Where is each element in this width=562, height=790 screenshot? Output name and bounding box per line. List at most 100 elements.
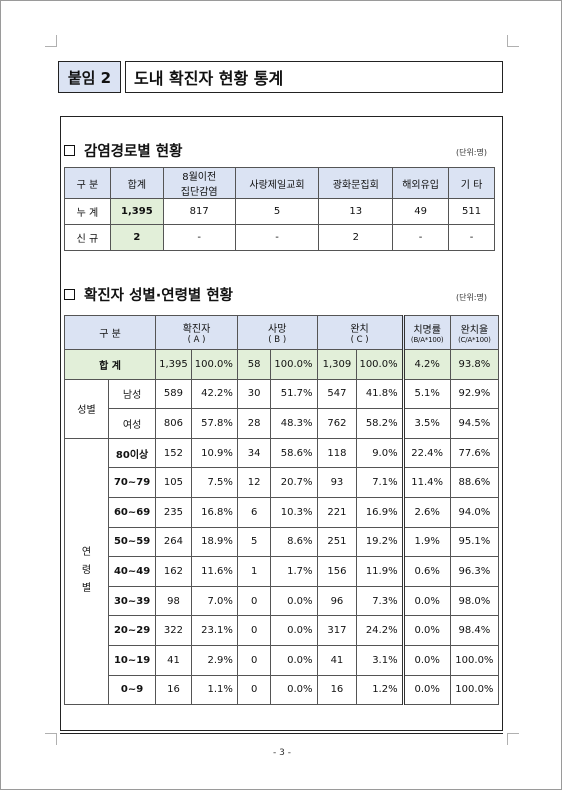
cell: 96 [316,585,358,617]
cell: 162 [155,556,192,587]
cell: 251 [316,526,358,558]
header-sarang-church: 사랑제일교회 [234,167,320,199]
page-title: 도내 확진자 현황 통계 [125,61,503,93]
cell: 11.6% [190,556,238,587]
cell: 5.1% [401,378,451,410]
cell: 589 [155,378,192,410]
cell: 100.0% [356,349,404,380]
cell: 317 [316,615,358,646]
table-row: 누 계 1,395 817 5 13 49 511 [64,198,495,225]
cell: 19.2% [356,526,404,558]
header-line: 확진자 [182,324,211,335]
table-row-total: 합 계 1,395 100.0% 58 100.0% 1,309 100.0% … [63,349,500,380]
header-line: 8월이전 [182,172,217,183]
cell: 817 [162,198,236,225]
cell: 7.5% [190,467,238,498]
row-label: 70~79 [107,467,157,498]
cell: 0.0% [401,644,451,676]
row-label: 40~49 [107,556,157,587]
header-sub: ( B ) [268,335,287,345]
cell: 18.9% [190,526,238,558]
cell: 7.3% [356,585,404,617]
checkbox-square-icon [64,145,75,156]
cell: 0.0% [270,674,318,706]
cell: 0 [236,585,272,617]
cell: 93 [316,467,358,498]
section-heading-infection-route: 감염경로별 현황 [64,140,182,161]
cell: 1,309 [316,349,358,380]
row-label: 60~69 [107,496,157,528]
page-number: - 3 - [273,748,291,758]
cell: 41.8% [356,378,404,410]
cell: 100.0% [449,644,500,676]
table-header-row: 구 분 확진자 ( A ) 사망 ( B ) 완치 ( C ) 치명률 (B/A… [63,315,500,350]
cell: 762 [316,408,358,439]
row-label: 신 규 [64,224,111,251]
cell: 0.0% [270,585,318,617]
cell: 23.1% [190,615,238,646]
cell: - [162,224,236,251]
cell: 41 [316,644,358,676]
table-row: 20~29 322 23.1% 0 0.0% 317 24.2% 0.0% 98… [65,615,500,646]
row-label: 80이상 [107,437,157,469]
frame-bottom-rule [60,733,503,734]
cell: 7.1% [356,467,404,498]
cell: 105 [155,467,192,498]
table-row: 0~9 16 1.1% 0 0.0% 16 1.2% 0.0% 100.0% [65,674,500,706]
row-label: 여성 [107,408,157,439]
group-label-age: 연 령 별 [64,437,109,706]
cell: 16 [316,674,358,706]
cell: 0.0% [401,674,451,706]
cell: 96.3% [449,556,500,587]
cell: 235 [155,496,192,528]
table-row: 연 령 별 80이상 152 10.9% 34 58.6% 118 9.0% 2… [64,437,500,706]
group-label-char: 별 [81,583,92,595]
header-sub: (B/A*100) [410,336,444,344]
table-row: 50~59 264 18.9% 5 8.6% 251 19.2% 1.9% 95… [65,526,500,558]
row-label: 20~29 [107,615,157,646]
cell: 48.3% [270,408,318,439]
header-line: 집단감염 [180,187,218,198]
header-deaths: 사망 ( B ) [236,315,318,350]
cell: 20.7% [270,467,318,498]
cell: 1,395 [155,349,192,380]
cell: 16.9% [356,496,404,528]
cell: 0.0% [401,615,451,646]
section-heading-text: 감염경로별 현황 [84,144,183,160]
cell: 5 [236,526,272,558]
row-label: 50~59 [107,526,157,558]
cell: 0.0% [270,615,318,646]
cell: 93.8% [449,349,500,380]
cell: 0 [236,674,272,706]
cell: 0.6% [401,556,451,587]
cell: 3.5% [401,408,451,439]
crop-mark [45,35,57,47]
cell: 98.4% [449,615,500,646]
cell: 95.1% [449,526,500,558]
header-sub: ( A ) [187,335,206,345]
cell: 118 [316,437,358,469]
cell: 806 [155,408,192,439]
header-line: 완치 [350,324,369,335]
table-row: 70~79 105 7.5% 12 20.7% 93 7.1% 11.4% 88… [65,467,500,498]
cell: 4.2% [401,349,451,380]
table-row: 성별 남성 589 42.2% 30 51.7% 547 41.8% 5.1% … [64,378,500,439]
unit-label: (단위:명) [455,293,487,302]
header-other: 기 타 [448,167,495,199]
row-label: 10~19 [107,644,157,676]
cell: 58.6% [270,437,318,469]
cell: - [234,224,320,251]
cell: 322 [155,615,192,646]
section-heading-gender-age: 확진자 성별·연령별 현황 [64,284,233,305]
cell: 1.9% [401,526,451,558]
crop-mark [45,733,57,745]
cell: 94.5% [449,408,500,439]
cell: 6 [236,496,272,528]
cell: 41 [155,644,192,676]
cell: 28 [236,408,272,439]
cell: 0.0% [270,644,318,676]
cell: 0 [236,615,272,646]
cell: 1 [236,556,272,587]
table-row: 여성 806 57.8% 28 48.3% 762 58.2% 3.5% 94.… [65,408,500,439]
